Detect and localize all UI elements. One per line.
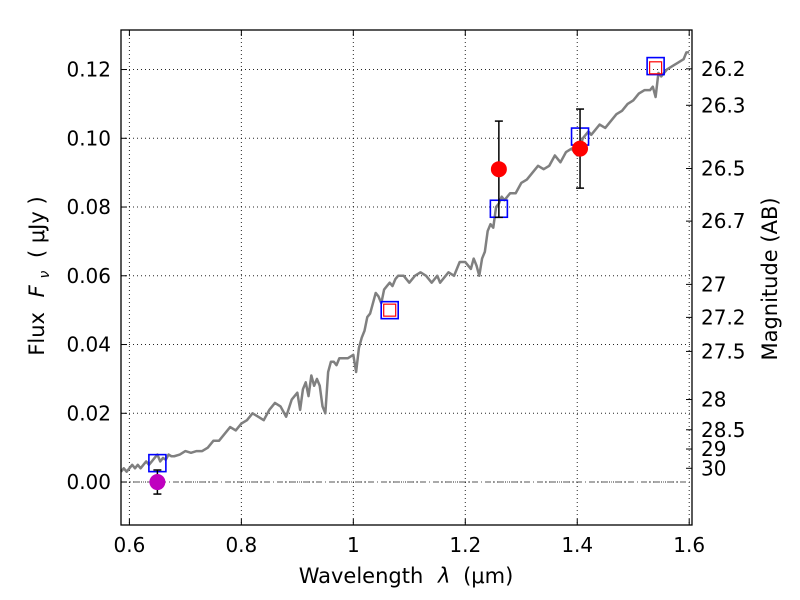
y-tick-label: 0.06 <box>66 264 111 288</box>
x-axis-label: Wavelength λ (μm) <box>299 564 514 588</box>
model-flux-square-red <box>383 303 397 317</box>
model-flux-square-blue <box>646 56 665 76</box>
observed-flux-point <box>572 140 589 157</box>
magnitude-tick-label: 30 <box>701 456 726 480</box>
observed-flux-point <box>149 474 166 491</box>
magnitude-tick-label: 26.2 <box>701 57 746 81</box>
x-axis-label-symbol: λ <box>437 564 450 588</box>
y-axis-label: Flux F ν ( μJy ) <box>25 196 54 355</box>
magnitude-tick-label: 28 <box>701 388 726 412</box>
x-tick-label: 0.6 <box>113 533 145 557</box>
y-tick-label: 0.04 <box>66 333 111 357</box>
y-axis-label-unit: ( μJy ) <box>25 196 49 258</box>
grid-lines <box>121 30 692 525</box>
magnitude-tick-label: 26.3 <box>701 93 746 117</box>
x-tick-label: 1 <box>347 533 360 557</box>
y-axis-label-subscript: ν <box>37 271 53 279</box>
observed-flux-point <box>490 161 507 178</box>
y-tick-label: 0.00 <box>66 470 111 494</box>
magnitude-tick-label: 28.5 <box>701 418 746 442</box>
y-tick-label: 0.08 <box>66 195 111 219</box>
y-tick-label: 0.10 <box>66 126 111 150</box>
x-axis-label-unit: (μm) <box>463 564 513 588</box>
magnitude-tick-label: 27.5 <box>701 339 746 363</box>
plot-frame <box>120 29 693 526</box>
magnitude-tick-label: 29 <box>701 437 726 461</box>
magnitude-tick-label: 26.5 <box>701 157 746 181</box>
y-axis-label-symbol: F <box>25 284 49 297</box>
magnitude-tick-label: 27.2 <box>701 305 746 329</box>
model-flux-square-blue <box>380 300 400 320</box>
x-tick-label: 1.2 <box>449 533 481 557</box>
magnitude-axis-label: Magnitude (AB) <box>758 197 782 360</box>
model-flux-square-red <box>649 61 663 75</box>
x-axis-ticks: 0.6 0.8 1 1.2 1.4 1.6 <box>113 30 705 557</box>
points-layer <box>148 56 665 495</box>
x-tick-label: 1.4 <box>561 533 593 557</box>
y-tick-label: 0.02 <box>66 401 111 425</box>
y-axis-label-prefix: Flux <box>25 312 49 356</box>
x-tick-label: 0.8 <box>225 533 257 557</box>
y-axis-ticks: 0.00 0.02 0.04 0.06 0.08 0.10 0.12 <box>66 58 127 494</box>
y-tick-label: 0.12 <box>66 58 111 82</box>
magnitude-tick-label: 26.7 <box>701 209 746 233</box>
magnitude-tick-label: 27 <box>701 272 726 296</box>
x-axis-label-prefix: Wavelength <box>299 564 424 588</box>
x-tick-label: 1.6 <box>673 533 705 557</box>
